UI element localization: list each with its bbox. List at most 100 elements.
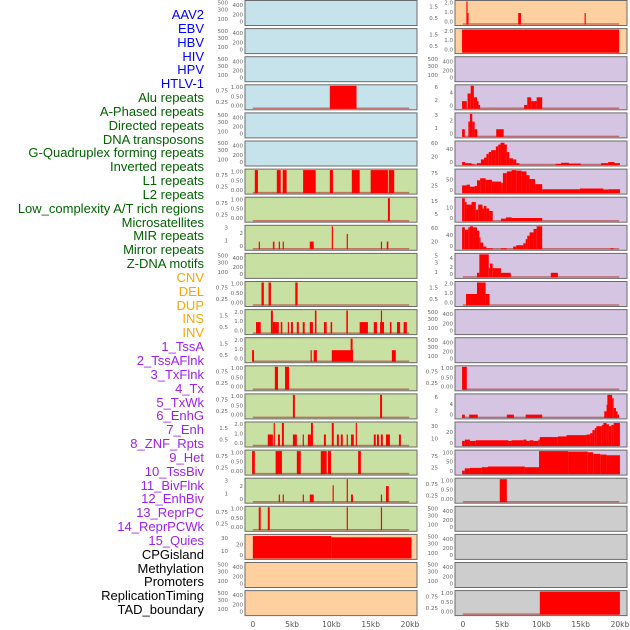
data-bar [601,163,609,165]
y-tick-label: 0 [450,188,454,194]
track-label: 9_Het [169,449,204,465]
x-tick-label: 15kb [571,620,590,629]
y-tick-label: 500 [428,507,439,513]
y-tick-label: 500 [218,1,229,7]
y-tick-label: 10 [221,549,228,555]
y-tick-label: 100 [428,326,439,332]
data-bar [258,507,261,531]
data-bar [471,164,475,165]
data-bar [380,507,383,531]
data-bar [473,97,477,109]
track-panel: 0 100 200 300 400 500 [428,337,628,364]
data-bar [566,435,587,446]
y-tick-label: 0 [240,244,244,250]
data-bar [606,424,609,446]
y-tick-label: 0.25 [216,184,229,190]
data-bar [617,414,620,418]
y-tick-label: 20 [236,543,243,549]
y-tick-label: 1.5 [219,313,228,319]
panel-frame [454,84,628,111]
panel-background [245,225,417,251]
y-tick-label: 0.0 [444,19,453,25]
data-bar [462,162,466,165]
y-tick-label: 1.0 [234,432,243,438]
y-tick-label: 200 [443,69,454,75]
track-panel: 0 100 200 300 400 500 [428,533,628,560]
y-tick-label: 0.00 [231,104,244,110]
data-bar [462,29,620,53]
data-bar [274,366,278,390]
track-panel: 0 100 200 300 400 500 [218,56,418,83]
x-tick-label: 5kb [285,620,299,629]
y-tick-label: 500 [218,57,229,63]
data-bar [468,227,470,250]
y-tick-label: 1.5 [429,285,438,291]
y-tick-label: 0 [450,328,454,334]
data-bar [535,184,543,194]
data-bar [464,468,470,475]
y-tick-label: 100 [218,270,229,276]
y-tick-label: 0.25 [426,493,439,499]
y-tick-label: 1.0 [444,291,453,297]
data-bar [285,366,289,390]
y-tick-label: 1 [435,270,439,276]
track-label: Low_complexity A/T rich regions [17,200,204,216]
panel-frame [244,196,418,223]
data-bar [380,434,383,446]
track-label: L1 repeats [142,173,204,189]
y-tick-label: 0.00 [231,300,244,306]
y-tick-label: 0 [450,441,454,447]
panel-frame [454,337,628,364]
track-panel: 0.000.250.500.751.00 [216,449,418,476]
track-panel: 0 2 4 6 [435,84,628,111]
data-bar [355,423,357,446]
data-bar [485,179,492,194]
data-bar [524,104,528,109]
y-tick-label: 0 [450,244,454,250]
y-tick-label: 0.75 [426,370,439,376]
data-bar [272,241,275,250]
track-label: HIV [182,48,204,64]
y-tick-label: 60 [431,141,438,147]
y-tick-label: 100 [218,17,229,23]
track-label: Mirror repeats [123,242,204,258]
y-tick-label: 200 [443,574,454,580]
data-bar [600,454,607,475]
panel-frame [454,421,628,448]
y-tick-label: 0.0 [234,357,243,363]
panel-frame [244,28,418,55]
track-label: G-Quadruplex forming repeats [28,145,204,161]
y-tick-label: 0.75 [426,594,439,600]
data-bar [282,170,287,194]
data-bar [584,13,586,25]
data-bar [506,414,514,418]
data-bar [483,246,487,250]
y-tick-label: 300 [218,148,229,154]
y-tick-label: 5 [435,212,439,218]
data-bar [330,322,333,334]
y-tick-label: 1 [225,239,229,245]
y-tick-label: 0.25 [216,465,229,471]
y-tick-label: 1.00 [231,197,244,203]
data-bar [506,217,512,222]
y-tick-label: 1.00 [231,169,244,175]
panel-background [245,281,417,307]
data-bar [323,434,326,446]
data-bar [479,237,481,250]
y-tick-label: 100 [218,607,229,613]
data-bar [525,239,528,250]
track-label: MIR repeats [133,228,204,244]
track-panel: 0.000.250.500.751.00 [426,590,628,617]
y-tick-label: 0.25 [426,381,439,387]
data-bar [346,233,348,250]
y-tick-label: 25 [431,184,438,190]
data-bar [579,188,604,194]
data-bar [309,241,314,250]
panel-frame [454,393,628,420]
data-bar [502,173,507,194]
y-tick-label: 200 [233,602,244,608]
data-bar [376,434,379,446]
data-bar [303,170,316,194]
panel-frame [244,533,418,560]
data-bar [608,426,612,446]
